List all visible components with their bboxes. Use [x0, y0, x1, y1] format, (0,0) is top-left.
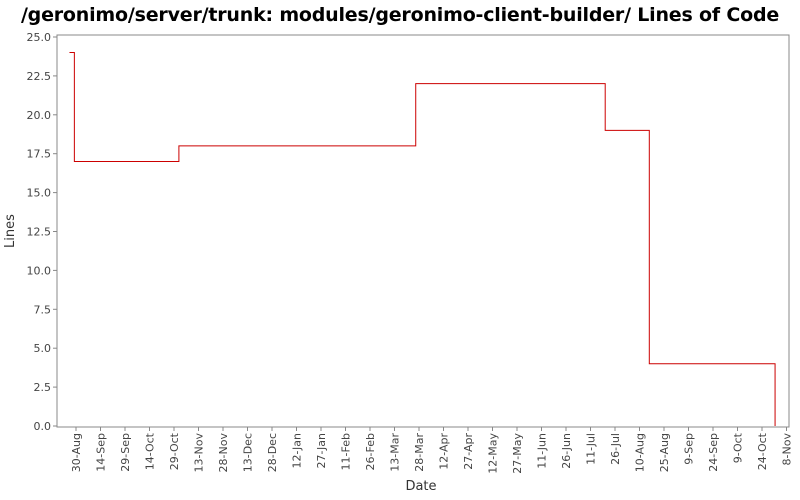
plot-area — [56, 34, 790, 428]
x-tick-label: 28-Dec — [266, 433, 279, 472]
x-tick-label: 13-Dec — [242, 433, 255, 472]
x-tick-label: 24-Oct — [756, 432, 769, 470]
series-line — [69, 52, 776, 426]
x-tick-label: 28-Nov — [217, 433, 230, 473]
x-tick-label: 26-Jun — [560, 433, 573, 469]
y-tick-label: 15.0 — [27, 187, 52, 200]
y-tick-label: 5.0 — [34, 342, 52, 355]
y-tick-label: 7.5 — [34, 303, 52, 316]
x-tick-label: 9-Sep — [683, 433, 696, 465]
x-axis-label: Date — [405, 479, 436, 494]
x-tick-label: 14-Sep — [95, 433, 108, 472]
y-tick-label: 17.5 — [27, 148, 52, 161]
x-tick-label: 27-Jan — [315, 433, 328, 469]
x-tick-label: 27-May — [511, 433, 524, 474]
x-tick-label: 29-Sep — [119, 433, 132, 472]
x-tick-label: 24-Sep — [707, 433, 720, 472]
y-tick-label: 22.5 — [27, 70, 52, 83]
x-tick-label: 8-Nov — [781, 433, 794, 466]
x-tick-label: 11-Jun — [536, 433, 549, 469]
x-tick-label: 10-Aug — [634, 433, 647, 472]
x-tick-label: 30-Aug — [70, 433, 83, 472]
y-tick-label: 12.5 — [27, 226, 52, 239]
x-tick-label: 27-Apr — [462, 433, 475, 470]
x-tick-label: 12-Jan — [291, 433, 304, 469]
x-tick-label: 29-Oct — [168, 432, 181, 470]
x-tick-label: 11-Feb — [340, 433, 353, 470]
y-tick-label: 25.0 — [27, 31, 52, 44]
x-tick-label: 13-Nov — [193, 433, 206, 473]
x-tick-label: 14-Oct — [144, 432, 157, 470]
x-tick-label: 12-Apr — [438, 433, 451, 470]
y-tick-label: 10.0 — [27, 264, 52, 277]
x-tick-label: 28-Mar — [413, 433, 426, 472]
y-tick-label: 0.0 — [34, 420, 52, 433]
x-tick-label: 25-Aug — [658, 433, 671, 472]
x-tick-label: 12-May — [487, 433, 500, 474]
x-tick-label: 26-Jul — [609, 433, 622, 465]
x-tick-label: 13-Mar — [389, 433, 402, 472]
x-tick-label: 26-Feb — [364, 433, 377, 470]
y-axis-label: Lines — [3, 214, 18, 248]
chart-title: /geronimo/server/trunk: modules/geronimo… — [20, 4, 780, 26]
x-tick-label: 11-Jul — [585, 433, 598, 465]
y-tick-label: 20.0 — [27, 109, 52, 122]
x-tick-label: 9-Oct — [732, 432, 745, 463]
y-tick-label: 2.5 — [34, 381, 52, 394]
